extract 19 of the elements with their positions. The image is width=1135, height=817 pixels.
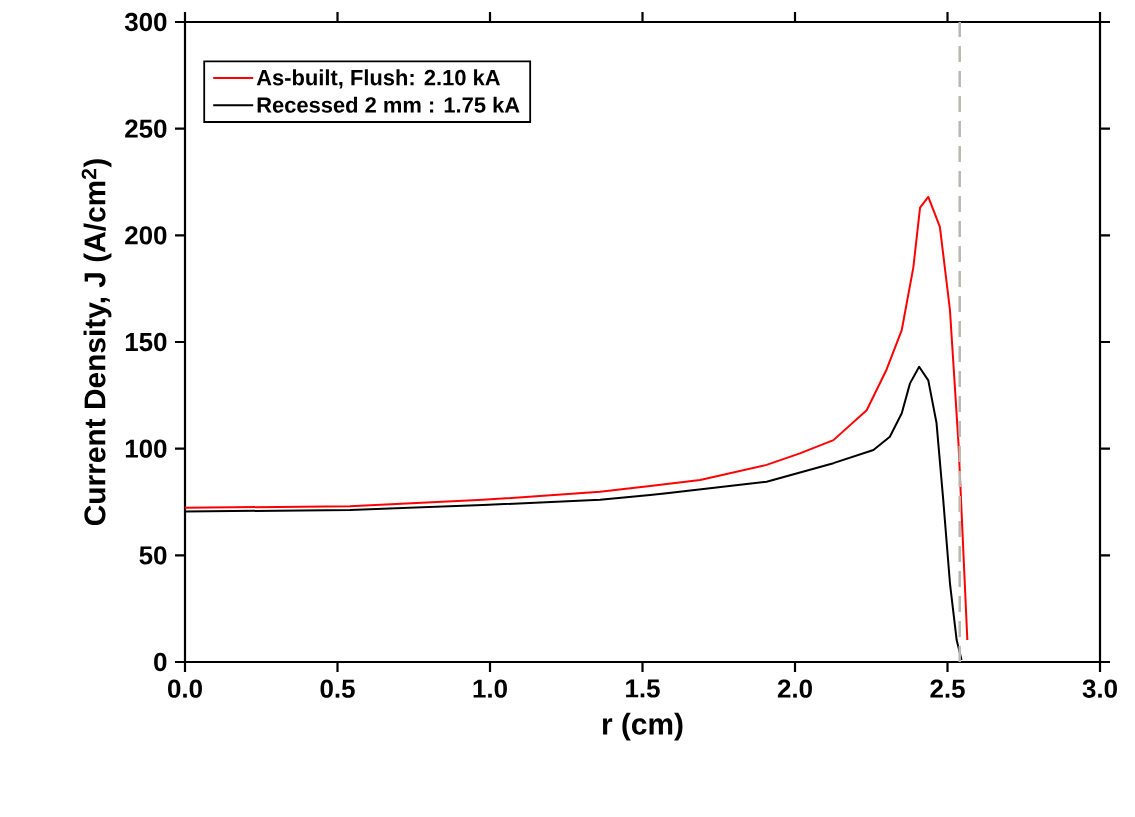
line-series xyxy=(185,195,969,642)
y-tick-label: 0 xyxy=(154,652,167,672)
y-tick-label: 100 xyxy=(125,439,167,458)
x-tick-label: 2.5 xyxy=(930,679,965,698)
x-axis-title: r (cm) xyxy=(602,712,683,741)
y-tick-label: 300 xyxy=(124,12,167,32)
legend-label: Recessed 2 mm : 1.75 kA xyxy=(257,96,520,113)
y-tick-label: 250 xyxy=(125,119,167,138)
y-tick-label: 150 xyxy=(125,332,167,352)
x-tick-label: 1.5 xyxy=(626,679,660,698)
legend-label: As-built, Flush: 2.10 kA xyxy=(256,69,501,89)
y-axis-title: Current Density, J (A/cm$^{2}$) xyxy=(81,159,112,526)
x-tick-label: 1.0 xyxy=(473,679,507,698)
y-tick-label: 200 xyxy=(125,226,167,245)
y-tick-label: 50 xyxy=(139,546,167,565)
x-tick-label: 0.5 xyxy=(320,679,355,698)
x-tick-label: 3.0 xyxy=(1082,679,1117,698)
x-tick-label: 0.0 xyxy=(168,679,202,698)
x-tick-label: 2.0 xyxy=(777,679,812,698)
